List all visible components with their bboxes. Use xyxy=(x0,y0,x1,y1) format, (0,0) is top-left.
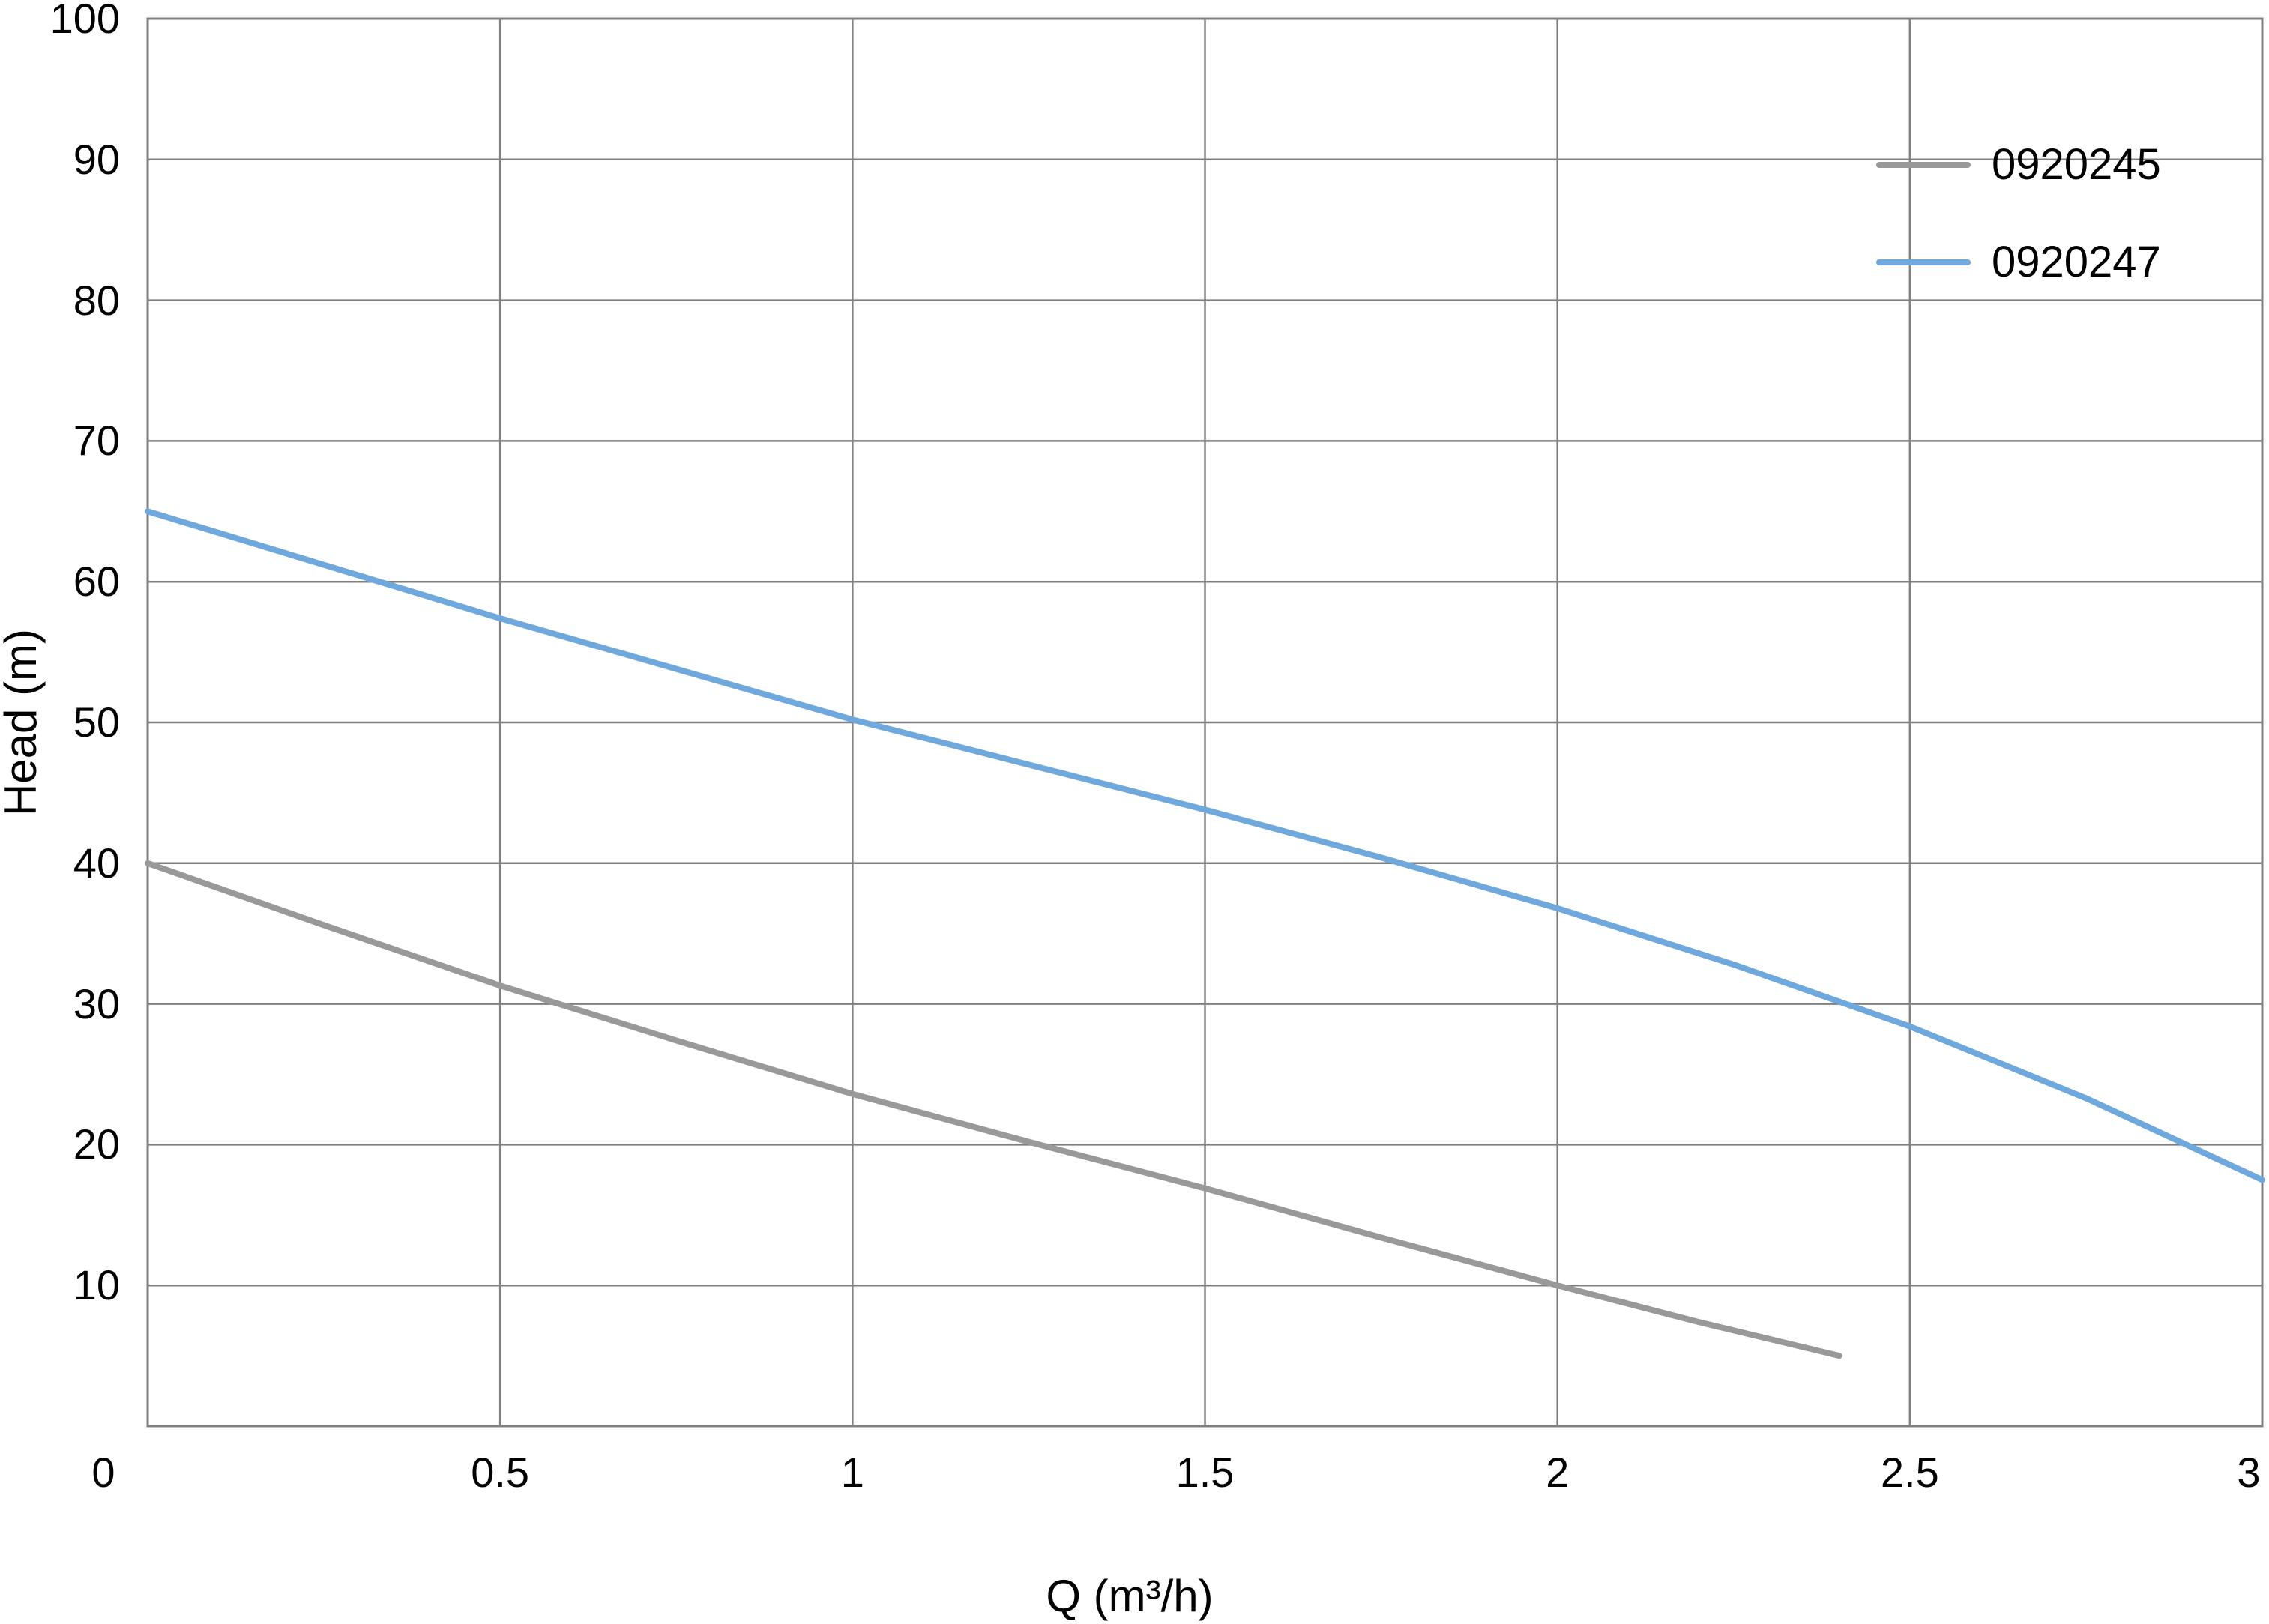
legend: 0920245 0920247 xyxy=(1876,139,2161,289)
y-tick-label-30: 30 xyxy=(73,979,120,1027)
x-tick-label-1.5: 1.5 xyxy=(1175,1449,1235,1496)
legend-item-0920247: 0920247 xyxy=(1876,236,2161,289)
y-tick-label-20: 20 xyxy=(73,1120,120,1168)
series-line-0920247 xyxy=(145,508,2265,1183)
y-tick-label-60: 60 xyxy=(73,558,120,606)
x-tick-label-2.5: 2.5 xyxy=(1880,1449,1939,1496)
legend-label: 0920247 xyxy=(1992,238,2161,286)
x-tick-label-0.5: 0.5 xyxy=(471,1449,530,1496)
y-tick-label-80: 80 xyxy=(73,276,120,324)
x-tick-label-1: 1 xyxy=(840,1449,864,1496)
y-tick-label-40: 40 xyxy=(73,839,120,887)
x-axis-title: Q (m³/h) xyxy=(1046,1571,1214,1621)
x-tick-label-2: 2 xyxy=(1546,1449,1570,1496)
y-tick-label-90: 90 xyxy=(73,135,120,183)
y-tick-label-50: 50 xyxy=(73,698,120,746)
legend-line-swatch-blue xyxy=(1876,259,1971,265)
y-tick-label-10: 10 xyxy=(73,1261,120,1309)
series-line-0920245 xyxy=(145,860,1842,1359)
y-tick-label-70: 70 xyxy=(73,417,120,465)
x-tick-label-3: 3 xyxy=(2237,1449,2261,1496)
y-tick-label-100: 100 xyxy=(49,0,120,42)
legend-line-swatch-gray xyxy=(1876,162,1971,168)
legend-item-0920245: 0920245 xyxy=(1876,139,2161,191)
plot-frame xyxy=(146,17,2264,1428)
x-tick-label-0: 0 xyxy=(91,1449,115,1496)
y-axis-title: Head (m) xyxy=(0,628,46,817)
legend-label: 0920245 xyxy=(1992,140,2161,189)
